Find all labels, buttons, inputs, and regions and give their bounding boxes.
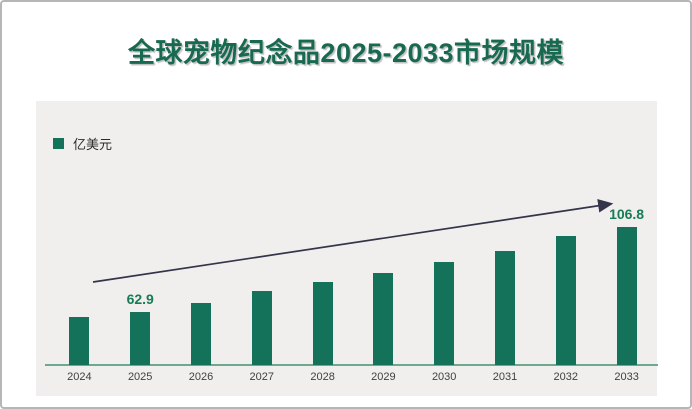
x-axis-label-2024: 2024 [67, 371, 92, 383]
value-label-2033: 106.8 [609, 206, 645, 222]
chart-panel: 亿美元 2024 2025 62.9 2026 2027 2028 2029 2030 2031… [36, 101, 658, 396]
x-axis-label-2030: 2030 [431, 371, 457, 383]
bar-2033 [616, 227, 637, 365]
bar-2026 [191, 303, 211, 365]
bar-2031 [495, 251, 515, 365]
value-label-2025: 62.9 [126, 291, 154, 307]
x-axis-label-2026: 2026 [188, 371, 214, 383]
x-axis-label-2031: 2031 [492, 371, 518, 383]
x-axis-label-2029: 2029 [371, 371, 396, 383]
bar-2032 [555, 236, 576, 365]
x-axis-label-2032: 2032 [553, 371, 579, 383]
x-axis-line [45, 364, 658, 366]
bar-2027 [251, 291, 272, 365]
plot-area: 2024 2025 62.9 2026 2027 2028 2029 2030 2031 2032… [36, 101, 658, 396]
bar-2025 [130, 312, 151, 365]
x-axis-label-2027: 2027 [249, 371, 275, 383]
bar-2024 [69, 317, 90, 365]
bar-2030 [434, 262, 455, 365]
x-axis-label-2033: 2033 [614, 371, 639, 383]
legend: 亿美元 [53, 134, 112, 153]
bar-2028 [312, 282, 333, 365]
x-axis-label-2028: 2028 [310, 371, 335, 383]
bar-2029 [373, 273, 394, 365]
legend-swatch-icon [53, 138, 64, 149]
legend-label: 亿美元 [73, 137, 113, 152]
chart-title: 全球宠物纪念品2025-2033市场规模 [127, 38, 565, 68]
x-axis-label-2025: 2025 [127, 371, 153, 383]
